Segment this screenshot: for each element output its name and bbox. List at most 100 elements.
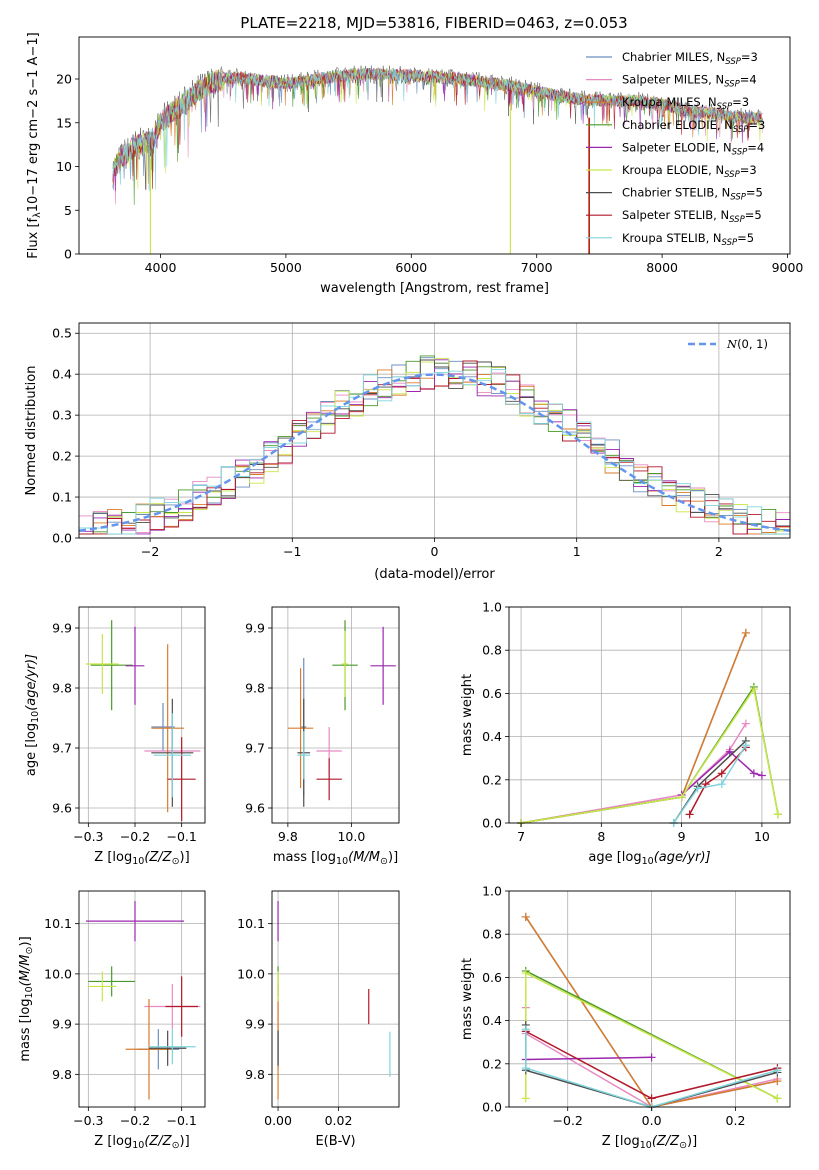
legend-label-sub: SSP	[732, 147, 748, 157]
y-tick-label: 0.8	[482, 643, 502, 658]
weight-marker-8	[521, 1064, 530, 1073]
legend-label-normal-script: N	[726, 337, 738, 351]
weight-marker-4	[757, 771, 766, 780]
plot-area-mass-vs-Z	[86, 901, 201, 1100]
weight-line-8	[525, 1029, 778, 1108]
legend-label-suffix: =3	[740, 163, 757, 177]
x-tick-label: −0.2	[120, 829, 150, 844]
y-tick-label: 9.9	[52, 621, 72, 636]
y-tick-label: 9.7	[245, 741, 265, 756]
y-tick-label: 0.1	[52, 490, 72, 505]
x-tick-label: 7000	[521, 260, 553, 275]
x-axis-label-part: (M/M	[348, 850, 380, 865]
legend-label-5: Kroupa ELODIE, NSSP=3	[622, 163, 757, 180]
x-tick-label: −0.2	[553, 1113, 583, 1128]
y-tick-label: 0	[64, 247, 72, 262]
legend-label-sub: SSP	[733, 125, 749, 135]
weight-line-7	[688, 746, 747, 815]
plot-area-spectrum	[112, 65, 763, 254]
legend-label-7: Salpeter STELIB, NSSP=5	[622, 208, 762, 225]
x-tick-label: 9000	[772, 260, 804, 275]
x-axis-label: Z [log10(Z/Z⊙)]	[94, 1134, 189, 1151]
x-axis-label-part: 10	[642, 856, 654, 867]
x-axis-label-part: 10	[336, 856, 348, 867]
weight-marker-8	[693, 784, 702, 793]
y-axis-label-part: erg cm	[26, 119, 41, 168]
y-axis-label-part: age [log	[24, 723, 39, 776]
legend-label-normal: N(0, 1)	[726, 337, 768, 351]
x-axis-label-part: (Z/Z	[652, 1134, 680, 1149]
normal-reference-curve	[78, 373, 791, 533]
y-axis-label: mass weight	[460, 958, 475, 1040]
y-axis-label-part: 10	[24, 986, 35, 998]
legend-label-suffix: =4	[747, 140, 764, 154]
y-tick-label: 0.2	[52, 449, 72, 464]
weight-marker-2	[521, 912, 530, 921]
x-tick-label: 1	[573, 544, 581, 559]
x-tick-label: 6000	[395, 260, 427, 275]
x-axis-label-part: age [log	[588, 850, 641, 865]
y-tick-label: 9.6	[52, 801, 72, 816]
x-axis-label-part: ⊙	[172, 1140, 180, 1151]
plot-area-age-vs-Z	[86, 620, 201, 822]
weight-marker-8	[717, 780, 726, 789]
plot-area-mass-vs-EBV	[277, 901, 391, 1100]
legend-label-suffix: =5	[745, 208, 762, 222]
x-tick-label: 8	[597, 829, 605, 844]
y-tick-label: 9.9	[52, 1017, 72, 1032]
weight-marker-2	[773, 1077, 782, 1086]
y-axis-label-part: −2	[26, 100, 41, 119]
x-tick-label: 10	[754, 829, 770, 844]
x-axis-label-part: ⊙	[172, 856, 180, 867]
x-tick-label: 4000	[145, 260, 177, 275]
y-tick-label: 0.0	[482, 816, 502, 831]
legend-label-2: Kroupa MILES, NSSP=3	[622, 95, 749, 112]
legend-label-prefix: Salpeter STELIB, N	[622, 208, 729, 222]
axes-frame	[78, 36, 791, 255]
weight-marker-4	[725, 747, 734, 756]
x-axis-label-part: )]	[388, 850, 398, 865]
y-tick-label: 10.0	[237, 966, 265, 981]
legend-label-suffix: =5	[737, 231, 754, 245]
y-tick-label: 10	[56, 159, 72, 174]
plot-area-residuals	[78, 355, 791, 535]
y-tick-label: 1.0	[482, 600, 502, 615]
y-axis-label-part: ⊙	[24, 947, 35, 955]
x-axis-label: mass [log10(M/M⊙)]	[273, 850, 398, 867]
weight-line-2	[520, 632, 747, 824]
x-tick-label: −1	[283, 544, 301, 559]
legend-label-prefix: Chabrier MILES, N	[622, 50, 725, 64]
weight-marker-5	[521, 1094, 530, 1103]
x-axis-label-part: mass [log	[273, 850, 336, 865]
legend-label-suffix: =3	[748, 118, 765, 132]
axes-frame	[78, 890, 206, 1108]
x-axis-label-part: )]	[687, 1134, 697, 1149]
y-tick-label: 0.6	[482, 970, 502, 985]
x-axis-label-part: Z [log	[602, 1134, 640, 1149]
x-tick-label: 10.0	[337, 829, 365, 844]
x-tick-label: 9.8	[278, 829, 298, 844]
legend-label-sub: SSP	[729, 215, 745, 225]
panel-mass-vs-Z: −0.3 −0.2 −0.19.89.910.010.1Z [log10(Z/Z⊙)…	[18, 890, 206, 1151]
legend-label-sub: SSP	[725, 57, 741, 67]
x-tick-label: 7	[517, 829, 525, 844]
legend-label-prefix: Chabrier STELIB, N	[622, 186, 730, 200]
x-tick-label: 0.00	[264, 1113, 292, 1128]
figure-title: PLATE=2218, MJD=53816, FIBERID=0463, z=0…	[240, 14, 627, 32]
y-axis-label-part: λ	[32, 212, 43, 218]
x-tick-label: −0.3	[73, 1113, 103, 1128]
y-tick-label: 0.3	[52, 408, 72, 423]
legend-label-sub: SSP	[730, 193, 746, 203]
histogram-series-6	[79, 359, 790, 535]
x-tick-label: 2	[715, 544, 723, 559]
spectrum-line-8	[112, 67, 763, 192]
axes-frame	[508, 606, 791, 824]
y-axis-label-part: ]	[26, 32, 41, 37]
x-axis-label: wavelength [Angstrom, rest frame]	[320, 281, 549, 296]
x-tick-label: 5000	[270, 260, 302, 275]
weight-marker-1	[741, 719, 750, 728]
y-axis-label: age [log10(age/yr)]	[24, 654, 41, 776]
y-axis-label-part: )]	[18, 936, 33, 946]
legend-label-prefix: Chabrier ELODIE, N	[622, 118, 733, 132]
